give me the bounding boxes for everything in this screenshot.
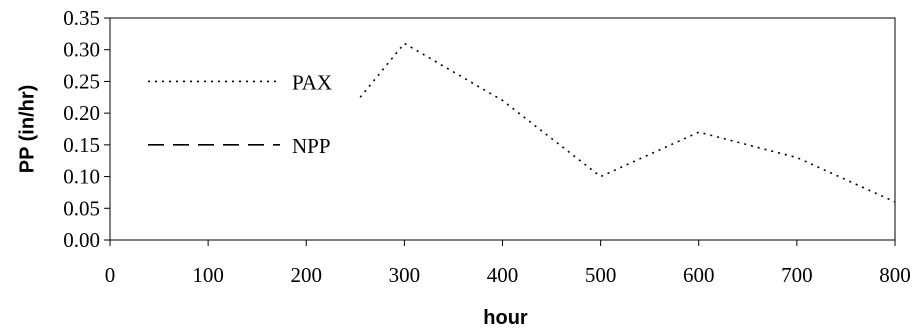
plot-frame bbox=[109, 17, 896, 241]
x-axis-label: hour bbox=[483, 307, 528, 329]
y-tick-label: 0.20 bbox=[63, 101, 100, 125]
x-tick-label: 200 bbox=[291, 263, 323, 287]
y-tick-label: 0.00 bbox=[63, 228, 100, 252]
y-axis-label: PP (in/hr) bbox=[16, 85, 38, 174]
x-tick-label: 800 bbox=[879, 263, 911, 287]
x-tick-label: 500 bbox=[585, 263, 617, 287]
series-line-pax bbox=[359, 42, 896, 203]
y-tick-label: 0.30 bbox=[63, 38, 100, 62]
legend-label-npp: NPP bbox=[292, 134, 331, 158]
y-axis-ticks: 0.00 0.05 0.10 0.15 0.20 0.25 0.30 0.35 bbox=[63, 6, 110, 252]
legend: PAX NPP bbox=[148, 70, 332, 158]
y-tick-label: 0.10 bbox=[63, 165, 100, 189]
series-layer bbox=[359, 42, 896, 203]
y-tick-label: 0.15 bbox=[63, 133, 100, 157]
x-tick-label: 700 bbox=[781, 263, 813, 287]
x-tick-label: 0 bbox=[105, 263, 116, 287]
x-tick-label: 600 bbox=[683, 263, 715, 287]
x-tick-label: 100 bbox=[192, 263, 224, 287]
y-tick-label: 0.05 bbox=[63, 196, 100, 220]
x-tick-label: 300 bbox=[389, 263, 421, 287]
x-tick-label: 400 bbox=[487, 263, 519, 287]
y-tick-label: 0.25 bbox=[63, 69, 100, 93]
plot-area bbox=[109, 17, 896, 241]
x-axis-ticks: 0 100 200 300 400 500 600 700 800 bbox=[105, 240, 911, 287]
legend-label-pax: PAX bbox=[292, 70, 332, 94]
y-tick-label: 0.35 bbox=[63, 6, 100, 30]
